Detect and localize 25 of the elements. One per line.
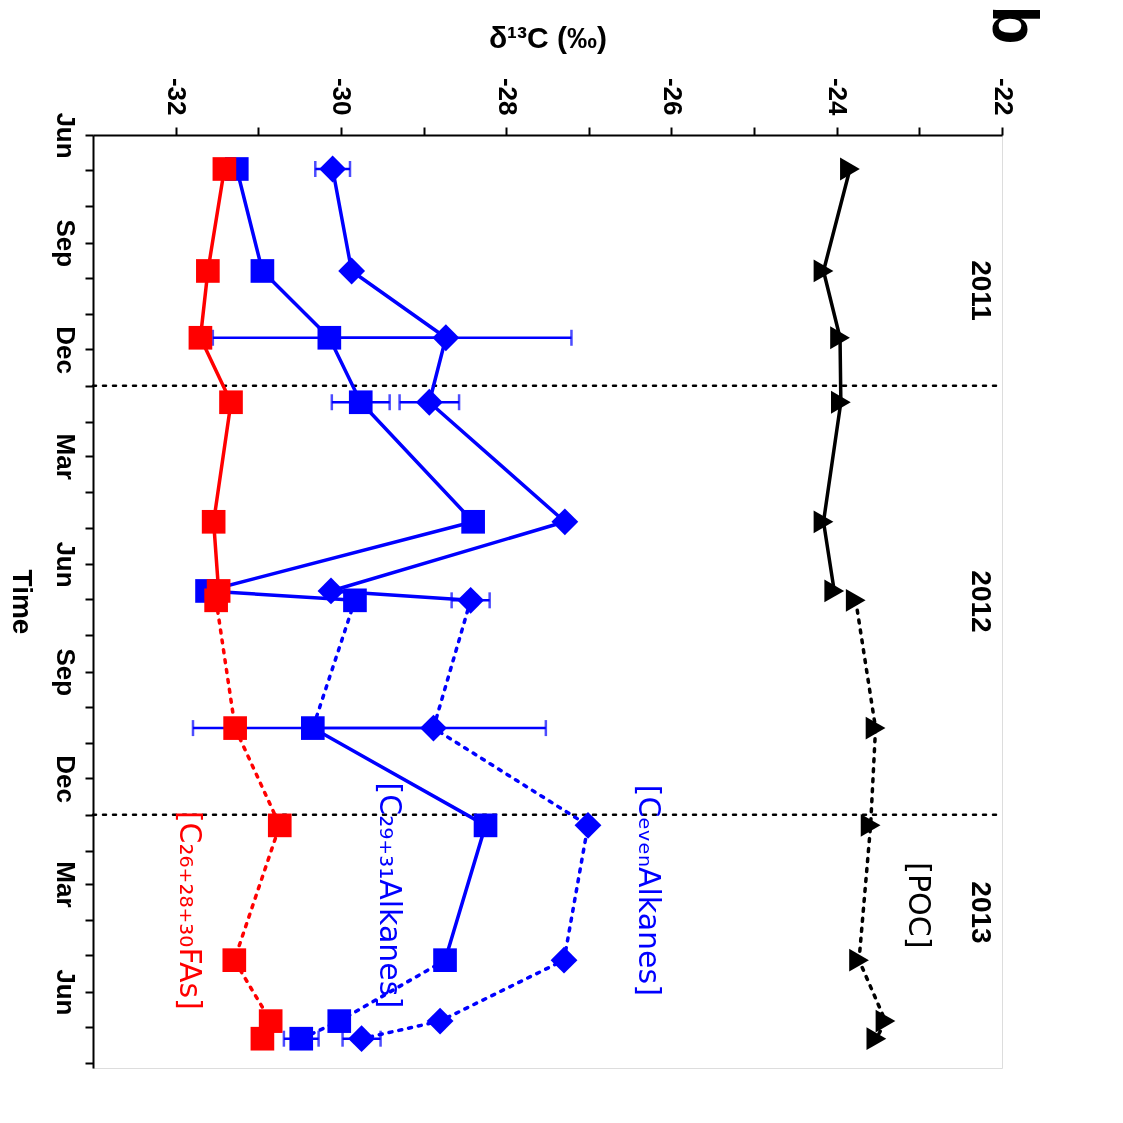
annotation: 2011 xyxy=(966,260,997,321)
y-tick-label: Mar xyxy=(50,861,81,908)
x-tick-label: -28 xyxy=(492,77,523,116)
y-tick-label: Mar xyxy=(50,433,81,480)
x-tick-label: -24 xyxy=(823,77,854,117)
y-tick-label: Sep xyxy=(50,219,81,268)
text: b xyxy=(979,5,1051,45)
x-axis-title: δ¹³C (‰) xyxy=(488,20,608,54)
annotation: 2013 xyxy=(966,881,997,944)
text: [C₂₉₊₃₁Alkanes] xyxy=(372,782,408,1009)
y-tick-label: Dec xyxy=(50,755,81,803)
x-tick-label: -26 xyxy=(657,77,688,116)
text: [C₂₆₊₂₈₊₃₀FAs] xyxy=(172,810,208,1010)
y-tick-label: Jun xyxy=(50,112,81,159)
y-tick-label: Jun xyxy=(50,969,81,1016)
x-tick-label: -22 xyxy=(988,77,1019,116)
text: [POC] xyxy=(901,862,937,949)
y-tick-label: Dec xyxy=(50,326,81,374)
x-tick-label: -32 xyxy=(162,77,193,116)
y-axis-title: Time xyxy=(6,569,38,635)
annotation: 2012 xyxy=(966,570,997,633)
y-tick-label: Jun xyxy=(50,541,81,588)
y-tick-label: Sep xyxy=(50,648,81,697)
text: [CₑᵥₑₙAlkanes] xyxy=(632,784,668,996)
x-tick-label: -30 xyxy=(327,77,358,116)
